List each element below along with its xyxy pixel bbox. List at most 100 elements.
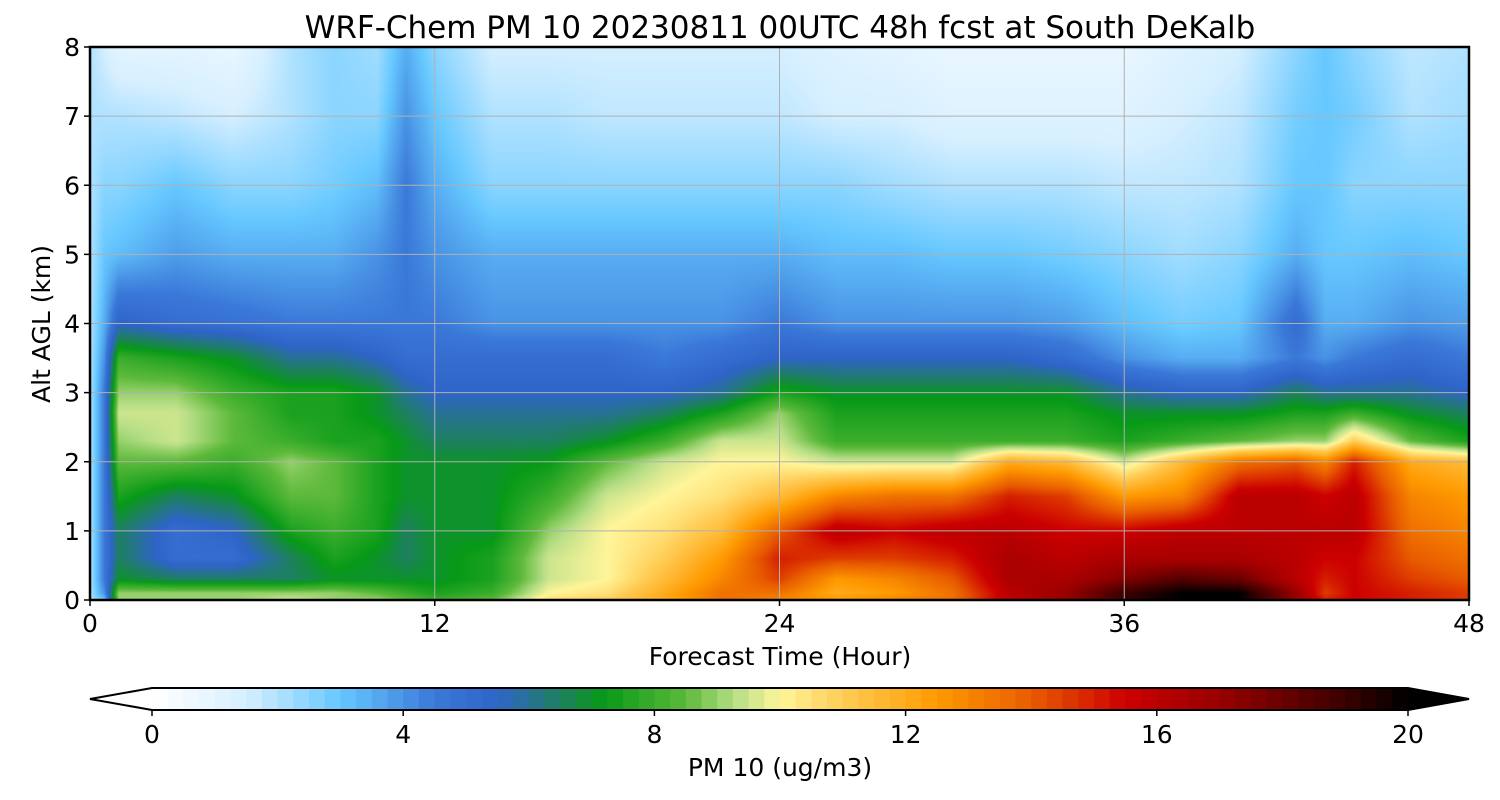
colorbar-extend-low: [90, 688, 152, 710]
colorbar-segment: [732, 688, 750, 710]
colorbar-segment: [434, 688, 451, 710]
colorbar-segment: [544, 688, 561, 710]
colorbar-segment: [905, 688, 922, 710]
x-tick-label: 36: [1108, 609, 1140, 638]
colorbar-segment: [450, 688, 467, 710]
colorbar-segment: [1031, 688, 1048, 710]
colorbar-segment: [481, 688, 498, 710]
colorbar-tick-label: 4: [395, 720, 411, 749]
colorbar-segment: [575, 688, 593, 710]
x-tick-label: 0: [82, 609, 98, 638]
colorbar-segment: [638, 688, 655, 710]
colorbar-segment: [1046, 688, 1064, 710]
colorbar-label: PM 10 (ug/m3): [688, 753, 872, 782]
colorbar-segment: [1298, 688, 1315, 710]
colorbar-segment: [528, 688, 546, 710]
x-tick-label: 24: [764, 609, 796, 638]
y-tick-label: 0: [64, 586, 80, 615]
colorbar: 0 4 8 12 16 20: [89, 687, 1470, 749]
colorbar-segment: [654, 688, 671, 710]
colorbar-segment: [152, 688, 169, 710]
colorbar-segment: [670, 688, 687, 710]
colorbar-segment: [497, 688, 514, 710]
colorbar-segment: [513, 688, 530, 710]
colorbar-tick-label: 20: [1392, 720, 1424, 749]
colorbar-segment: [1313, 688, 1331, 710]
colorbar-segment: [701, 688, 718, 710]
colorbar-segment: [277, 688, 294, 710]
colorbar-segment: [167, 688, 184, 710]
colorbar-segment: [356, 688, 373, 710]
colorbar-segment: [1219, 688, 1236, 710]
colorbar-extend-high: [1408, 688, 1469, 710]
colorbar-segment: [921, 688, 938, 710]
colorbar-segment: [1345, 688, 1362, 710]
colorbar-segment: [717, 688, 734, 710]
colorbar-segment: [1094, 688, 1111, 710]
colorbar-segment: [324, 688, 341, 710]
colorbar-segment: [764, 688, 781, 710]
colorbar-segment: [780, 688, 797, 710]
colorbar-segment: [214, 688, 232, 710]
colorbar-segment: [827, 688, 844, 710]
colorbar-segment: [591, 688, 608, 710]
colorbar-segment: [607, 688, 624, 710]
colorbar-segment: [999, 688, 1017, 710]
colorbar-segment: [1078, 688, 1095, 710]
colorbar-segment: [1188, 688, 1205, 710]
colorbar-segment: [968, 688, 985, 710]
colorbar-segment: [1141, 688, 1158, 710]
colorbar-segment: [293, 688, 310, 710]
colorbar-segment: [858, 688, 875, 710]
colorbar-segment: [1235, 688, 1252, 710]
colorbar-segment: [685, 688, 703, 710]
colorbar-segment: [1360, 688, 1378, 710]
y-tick-label: 7: [64, 102, 80, 131]
colorbar-segment: [403, 688, 420, 710]
colorbar-segment: [889, 688, 907, 710]
x-tick-label: 12: [419, 609, 451, 638]
colorbar-segment: [261, 688, 279, 710]
colorbar-segment: [795, 688, 812, 710]
y-tick-label: 4: [64, 310, 80, 339]
colorbar-segment: [952, 688, 969, 710]
x-tick-label: 48: [1453, 609, 1485, 638]
y-tick-label: 3: [64, 379, 80, 408]
colorbar-segment: [842, 688, 860, 710]
colorbar-segment: [1015, 688, 1032, 710]
colorbar-segment: [748, 688, 765, 710]
colorbar-segment: [984, 688, 1001, 710]
y-tick-label: 6: [64, 171, 80, 200]
colorbar-tick-label: 8: [646, 720, 662, 749]
colorbar-segment: [466, 688, 483, 710]
x-axis-label: Forecast Time (Hour): [649, 642, 912, 671]
colorbar-segment: [387, 688, 404, 710]
y-tick-label: 5: [64, 240, 80, 269]
colorbar-segment: [1392, 688, 1409, 710]
colorbar-segment: [1156, 688, 1174, 710]
colorbar-segment: [623, 688, 640, 710]
x-axis: 0 12 24 36 48: [82, 600, 1485, 638]
y-tick-label: 1: [64, 517, 80, 546]
colorbar-segment: [309, 688, 326, 710]
colorbar-segment: [811, 688, 828, 710]
colorbar-segment: [1172, 688, 1189, 710]
y-axis-label: Alt AGL (km): [27, 245, 56, 403]
colorbar-tick-label: 12: [890, 720, 922, 749]
colorbar-segment: [1062, 688, 1079, 710]
colorbar-segment: [1125, 688, 1142, 710]
colorbar-segment: [1203, 688, 1221, 710]
colorbar-segment: [1109, 688, 1126, 710]
colorbar-segment: [560, 688, 577, 710]
colorbar-segment: [937, 688, 954, 710]
colorbar-segment: [1376, 688, 1393, 710]
colorbar-tick-label: 16: [1141, 720, 1173, 749]
colorbar-segment: [874, 688, 891, 710]
chart-title: WRF-Chem PM 10 20230811 00UTC 48h fcst a…: [305, 10, 1256, 46]
y-tick-label: 8: [64, 33, 80, 62]
colorbar-segment: [183, 688, 200, 710]
colorbar-segment: [1329, 688, 1346, 710]
colorbar-segment: [418, 688, 436, 710]
colorbar-tick-label: 0: [144, 720, 160, 749]
